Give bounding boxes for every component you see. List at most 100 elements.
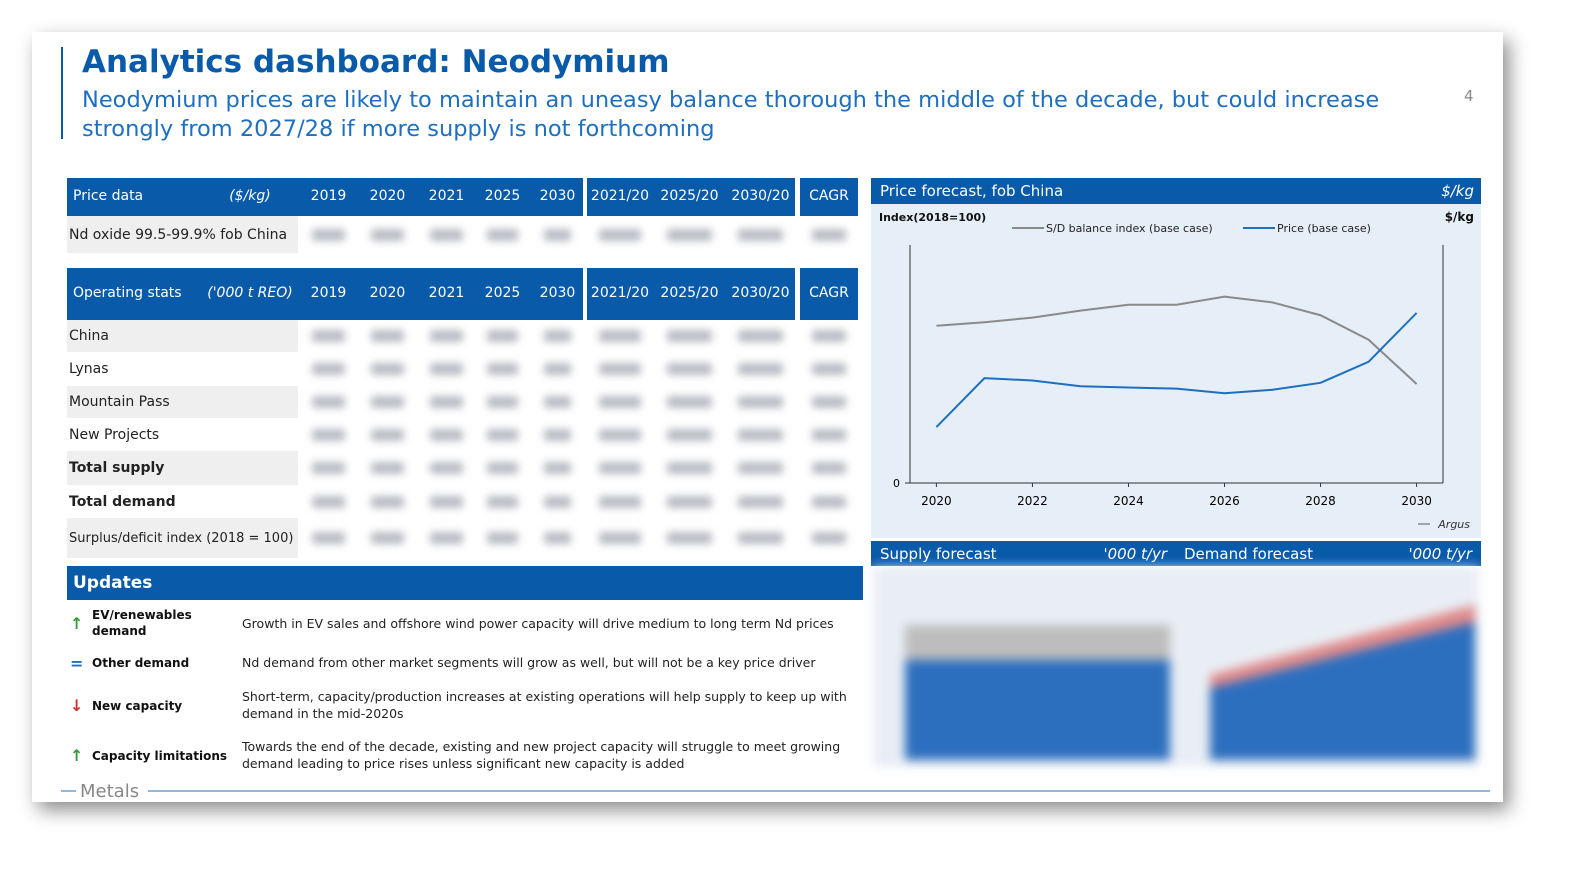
blurred-value — [544, 532, 571, 544]
column-header: 2025 — [484, 188, 521, 205]
blurred-value — [544, 428, 571, 441]
legend-label: S/D balance index (base case) — [1046, 222, 1213, 235]
update-label: Capacity limitations — [92, 749, 228, 763]
column-header: CAGR — [809, 188, 849, 205]
y2-axis-label: $/kg — [1445, 210, 1474, 224]
x-tick-label: 2028 — [1305, 494, 1336, 508]
blurred-value — [544, 363, 571, 375]
column-header: CAGR — [809, 285, 849, 302]
blurred-value — [312, 396, 345, 408]
subtitle: Neodymium prices are likely to maintain … — [82, 87, 1380, 142]
supply-unit: '000 t/yr — [1103, 545, 1167, 563]
blurred-value — [487, 532, 518, 544]
x-tick-label: 2026 — [1209, 494, 1240, 508]
blurred-value — [371, 330, 404, 342]
blurred-value — [599, 532, 641, 544]
blurred-value — [812, 495, 846, 508]
line-series — [936, 295, 1418, 385]
column-header: 2021/20 — [590, 285, 650, 302]
blurred-value — [667, 428, 712, 441]
blurred-value — [544, 330, 571, 342]
arrow-down-icon: ↓ — [70, 696, 84, 715]
column-header: 2025 — [484, 285, 521, 302]
table-unit: ($/kg) — [229, 188, 271, 205]
demand-title: Demand forecast — [1184, 545, 1313, 563]
lower-header — [871, 541, 1481, 566]
blurred-value — [738, 396, 783, 408]
blurred-value — [430, 532, 463, 544]
table-label: Operating stats — [73, 285, 182, 302]
blurred-value — [599, 363, 641, 375]
column-header: 2030 — [539, 285, 576, 302]
blurred-value — [667, 363, 712, 375]
column-header: 2020 — [369, 285, 406, 302]
blurred-value — [312, 495, 345, 508]
blurred-value — [599, 228, 641, 241]
blurred-value — [667, 228, 712, 241]
updates-bar — [67, 566, 863, 600]
blurred-value — [430, 428, 463, 441]
blurred-value — [487, 330, 518, 342]
footer-section: Metals — [80, 781, 139, 802]
blurred-value — [371, 396, 404, 408]
blurred-value — [738, 363, 783, 375]
blurred-value — [812, 396, 846, 408]
row-bg — [67, 451, 298, 485]
blurred-value — [371, 462, 404, 474]
blurred-value — [312, 228, 345, 241]
arrow-up-icon: ↑ — [70, 614, 84, 633]
row-label: Lynas — [69, 361, 109, 377]
blurred-value — [667, 532, 712, 544]
blurred-value — [812, 228, 846, 241]
title: Analytics dashboard: Neodymium — [82, 44, 670, 80]
update-label: Other demand — [92, 656, 190, 670]
blurred-value — [312, 532, 345, 544]
blurred-value — [738, 495, 783, 508]
blurred-value — [430, 396, 463, 408]
equal-icon: = — [70, 654, 84, 673]
blurred-value — [599, 330, 641, 342]
table-header — [587, 178, 795, 216]
row-label: Surplus/deficit index (2018 = 100) — [69, 530, 294, 546]
blurred-bar-charts — [873, 567, 1479, 767]
blurred-value — [812, 330, 846, 342]
blurred-value — [738, 462, 783, 474]
update-text: Towards the end of the decade, existing … — [242, 739, 841, 771]
update-label: EV/renewables demand — [92, 608, 192, 639]
blurred-value — [738, 532, 783, 544]
blurred-value — [667, 330, 712, 342]
x-tick-label: 2022 — [1017, 494, 1048, 508]
blurred-value — [812, 363, 846, 375]
blurred-value — [812, 532, 846, 544]
blurred-value — [430, 462, 463, 474]
source: Argus — [1437, 518, 1470, 531]
chart-header — [871, 178, 1481, 204]
legend-label: Price (base case) — [1277, 222, 1371, 235]
blurred-value — [812, 428, 846, 441]
blurred-value — [544, 495, 571, 508]
blurred-value — [487, 495, 518, 508]
supply-title: Supply forecast — [880, 545, 997, 563]
blurred-value — [667, 495, 712, 508]
blurred-value — [738, 330, 783, 342]
row-label: Total supply — [69, 460, 165, 476]
chart-title: Price forecast, fob China — [880, 182, 1063, 200]
column-header: 2021 — [428, 188, 465, 205]
update-text: Nd demand from other market segments wil… — [242, 655, 816, 670]
line-series — [935, 312, 1418, 428]
column-header: 2025/20 — [660, 188, 719, 205]
blurred-value — [487, 363, 518, 375]
column-header: 2019 — [310, 285, 347, 302]
blurred-value — [312, 428, 345, 441]
table-label: Price data — [73, 188, 144, 205]
blurred-value — [599, 462, 641, 474]
blurred-value — [544, 396, 571, 408]
column-header: 2025/20 — [660, 285, 719, 302]
table-unit: ('000 t REO) — [207, 285, 293, 302]
blurred-value — [487, 396, 518, 408]
blurred-value — [667, 396, 712, 408]
chart-bg — [871, 204, 1481, 538]
row-bg — [67, 518, 298, 558]
table-header — [800, 268, 858, 320]
